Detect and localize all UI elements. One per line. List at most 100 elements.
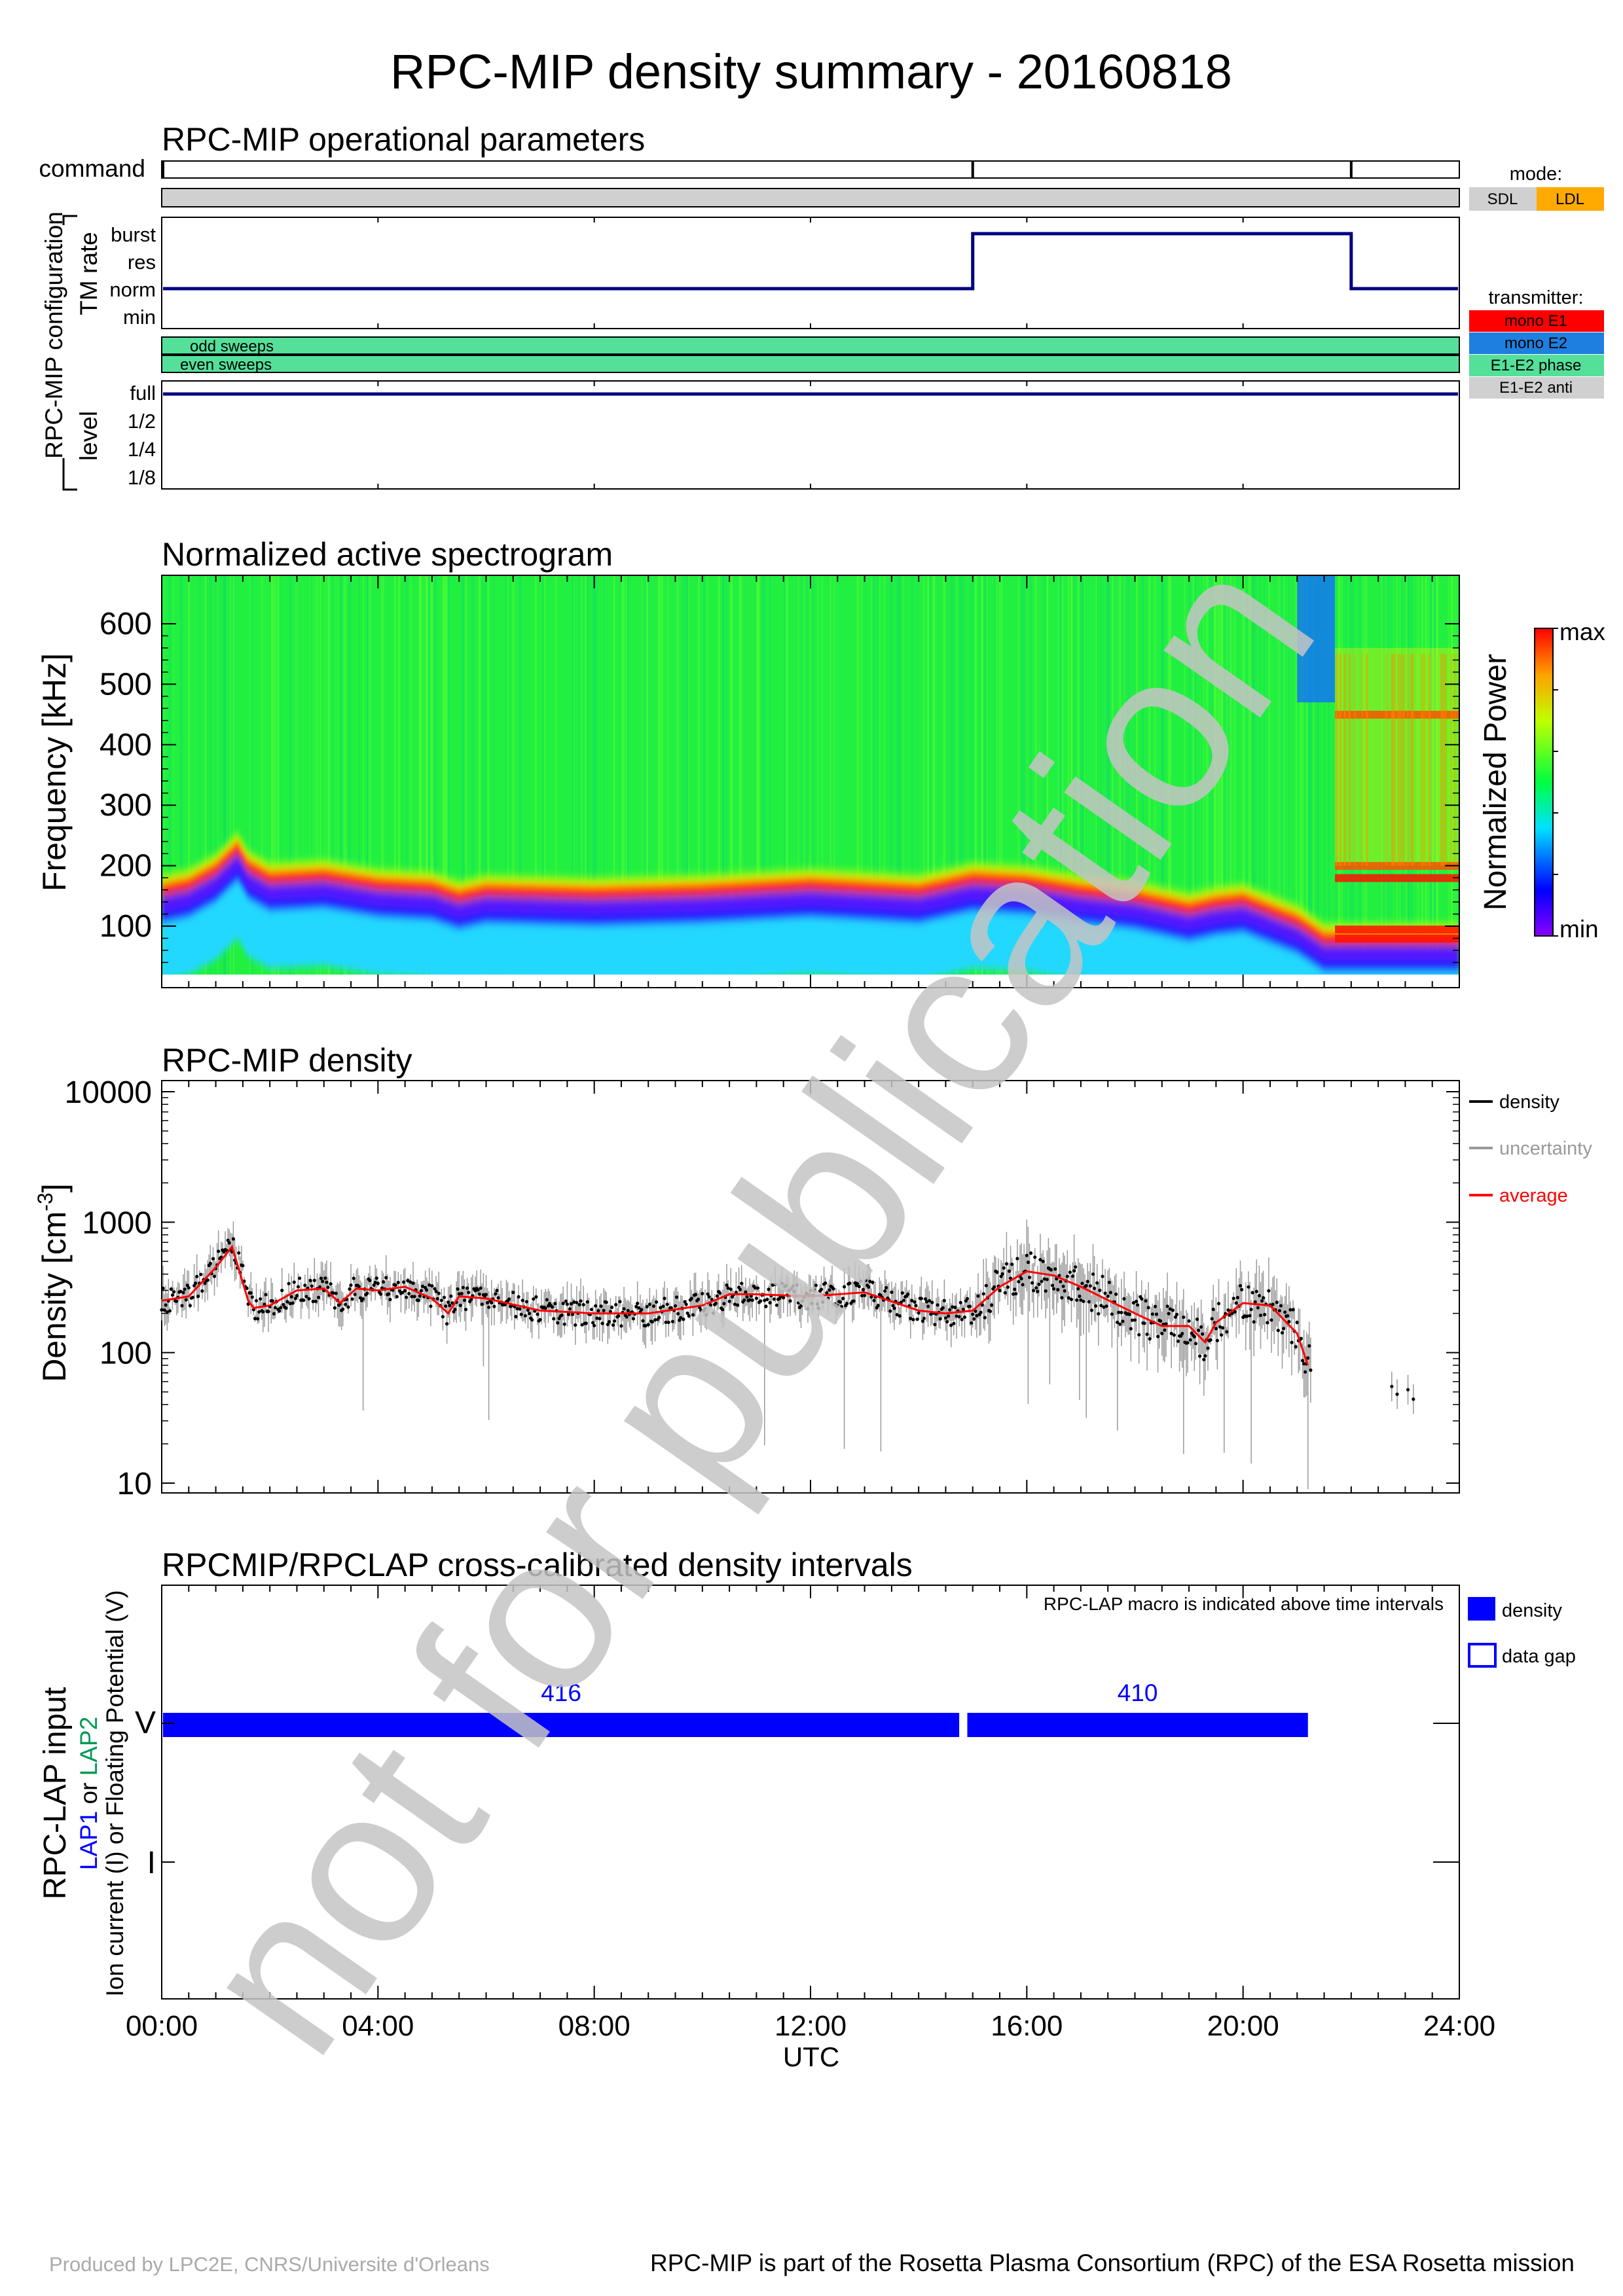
density-point: [1294, 1345, 1298, 1349]
density-point: [1084, 1283, 1088, 1287]
density-point: [1030, 1281, 1034, 1285]
spectrogram-streak: [433, 575, 436, 975]
spectrogram-streak: [259, 575, 261, 975]
density-point: [727, 1299, 731, 1303]
density-point: [748, 1298, 752, 1302]
spectrogram-streak: [1211, 575, 1213, 975]
density-point: [857, 1285, 861, 1289]
level-quarter: 1/4: [128, 438, 156, 461]
density-point: [898, 1314, 902, 1318]
spectrogram-streak: [1436, 575, 1437, 975]
spectrogram-late-streak: [1366, 654, 1369, 866]
density-point: [170, 1293, 175, 1297]
density-point: [1287, 1319, 1291, 1323]
spectrogram-streak: [758, 575, 760, 975]
spectrogram-late-streak: [1444, 654, 1446, 866]
density-point: [1309, 1368, 1313, 1372]
density-point: [869, 1295, 873, 1299]
spectrogram-streak: [1220, 575, 1222, 975]
density-point: [538, 1318, 542, 1321]
density-point: [725, 1283, 729, 1287]
density-point: [1277, 1309, 1281, 1313]
spectrogram-streak: [430, 575, 433, 975]
density-point: [655, 1300, 659, 1304]
density-point: [640, 1308, 644, 1312]
density-point: [952, 1321, 956, 1325]
spectrogram-streak: [445, 575, 448, 975]
density-point: [361, 1297, 365, 1301]
spectrogram-streak: [1101, 575, 1103, 975]
density-point: [467, 1291, 471, 1295]
spec-ytick-label-200: 200: [100, 849, 152, 884]
spectrogram-streak: [1023, 575, 1026, 975]
density-point: [891, 1304, 895, 1308]
density-point: [714, 1301, 718, 1305]
interval-macro-label-416: 416: [541, 1679, 581, 1706]
spectrogram-streak: [998, 575, 1001, 975]
density-point: [1245, 1314, 1249, 1318]
spectrogram-streak: [233, 575, 234, 975]
density-point: [812, 1288, 816, 1293]
density-point: [303, 1283, 307, 1287]
density-point: [419, 1289, 424, 1293]
density-point: [376, 1282, 380, 1285]
spectrogram-streak: [1437, 575, 1439, 975]
spectrogram-streak: [1281, 575, 1284, 975]
intervals-ylabel-lap: LAP1 or LAP2: [75, 1717, 102, 1871]
spectrogram-streak: [397, 575, 401, 975]
spectrogram-streak: [1242, 575, 1245, 975]
spectrogram-streak: [424, 575, 426, 975]
interval-bars: 416 410: [163, 1679, 1308, 1737]
density-point: [1110, 1312, 1114, 1316]
density-point: [1060, 1296, 1064, 1300]
density-point: [703, 1306, 707, 1311]
spectrogram-streak: [1119, 575, 1122, 975]
density-point: [791, 1284, 795, 1288]
spectrogram-streak: [876, 575, 879, 975]
density-point: [1195, 1318, 1199, 1321]
density-point: [1106, 1294, 1110, 1299]
spectrogram-streak: [572, 575, 574, 975]
density-point: [631, 1317, 636, 1321]
density-point: [883, 1289, 887, 1293]
spectrogram-panel: Normalized active spectrogram 100 200 300 4…: [36, 536, 1605, 988]
spectrogram-late-streak: [1335, 654, 1338, 866]
density-point: [183, 1287, 187, 1291]
density-point: [444, 1304, 448, 1308]
spectrogram-streak: [585, 575, 587, 975]
spectrogram-streak: [674, 575, 676, 975]
spectrogram-streak: [1316, 575, 1319, 975]
spectrogram-streak: [647, 575, 650, 975]
spectrogram-streak: [1203, 575, 1205, 975]
spectrogram-streak: [943, 575, 946, 975]
footer-mission: RPC-MIP is part of the Rosetta Plasma Co…: [650, 2250, 1575, 2276]
spectrogram-streak: [1317, 575, 1319, 975]
density-point: [990, 1303, 994, 1307]
density-point: [685, 1311, 689, 1315]
density-point: [1019, 1277, 1023, 1281]
time-axis-labels: 00:00 04:00 08:00 12:00 16:00 20:00 24:00: [126, 2010, 1495, 2042]
density-point: [579, 1299, 583, 1303]
density-point: [543, 1306, 547, 1310]
density-point: [1283, 1310, 1287, 1314]
spectrogram-streak: [668, 575, 669, 975]
density-point: [1199, 1325, 1203, 1329]
density-point: [993, 1285, 996, 1289]
density-point: [644, 1324, 647, 1328]
density-point: [325, 1280, 329, 1284]
density-point: [575, 1300, 579, 1304]
spectrogram-streak: [418, 575, 420, 975]
density-point: [711, 1311, 715, 1315]
density-point: [650, 1320, 655, 1324]
spectrogram-streak: [1044, 575, 1046, 975]
spectrogram-late-streak: [1365, 654, 1368, 866]
spectrogram-streak: [1429, 575, 1432, 975]
density-point: [921, 1319, 924, 1323]
density-point: [460, 1291, 464, 1296]
interval-macro-label-410: 410: [1118, 1679, 1158, 1706]
density-point: [858, 1279, 862, 1283]
spectrogram-streak: [1000, 575, 1003, 975]
spectrogram-streak: [263, 575, 264, 975]
density-point: [864, 1278, 868, 1282]
density-point: [756, 1286, 760, 1290]
